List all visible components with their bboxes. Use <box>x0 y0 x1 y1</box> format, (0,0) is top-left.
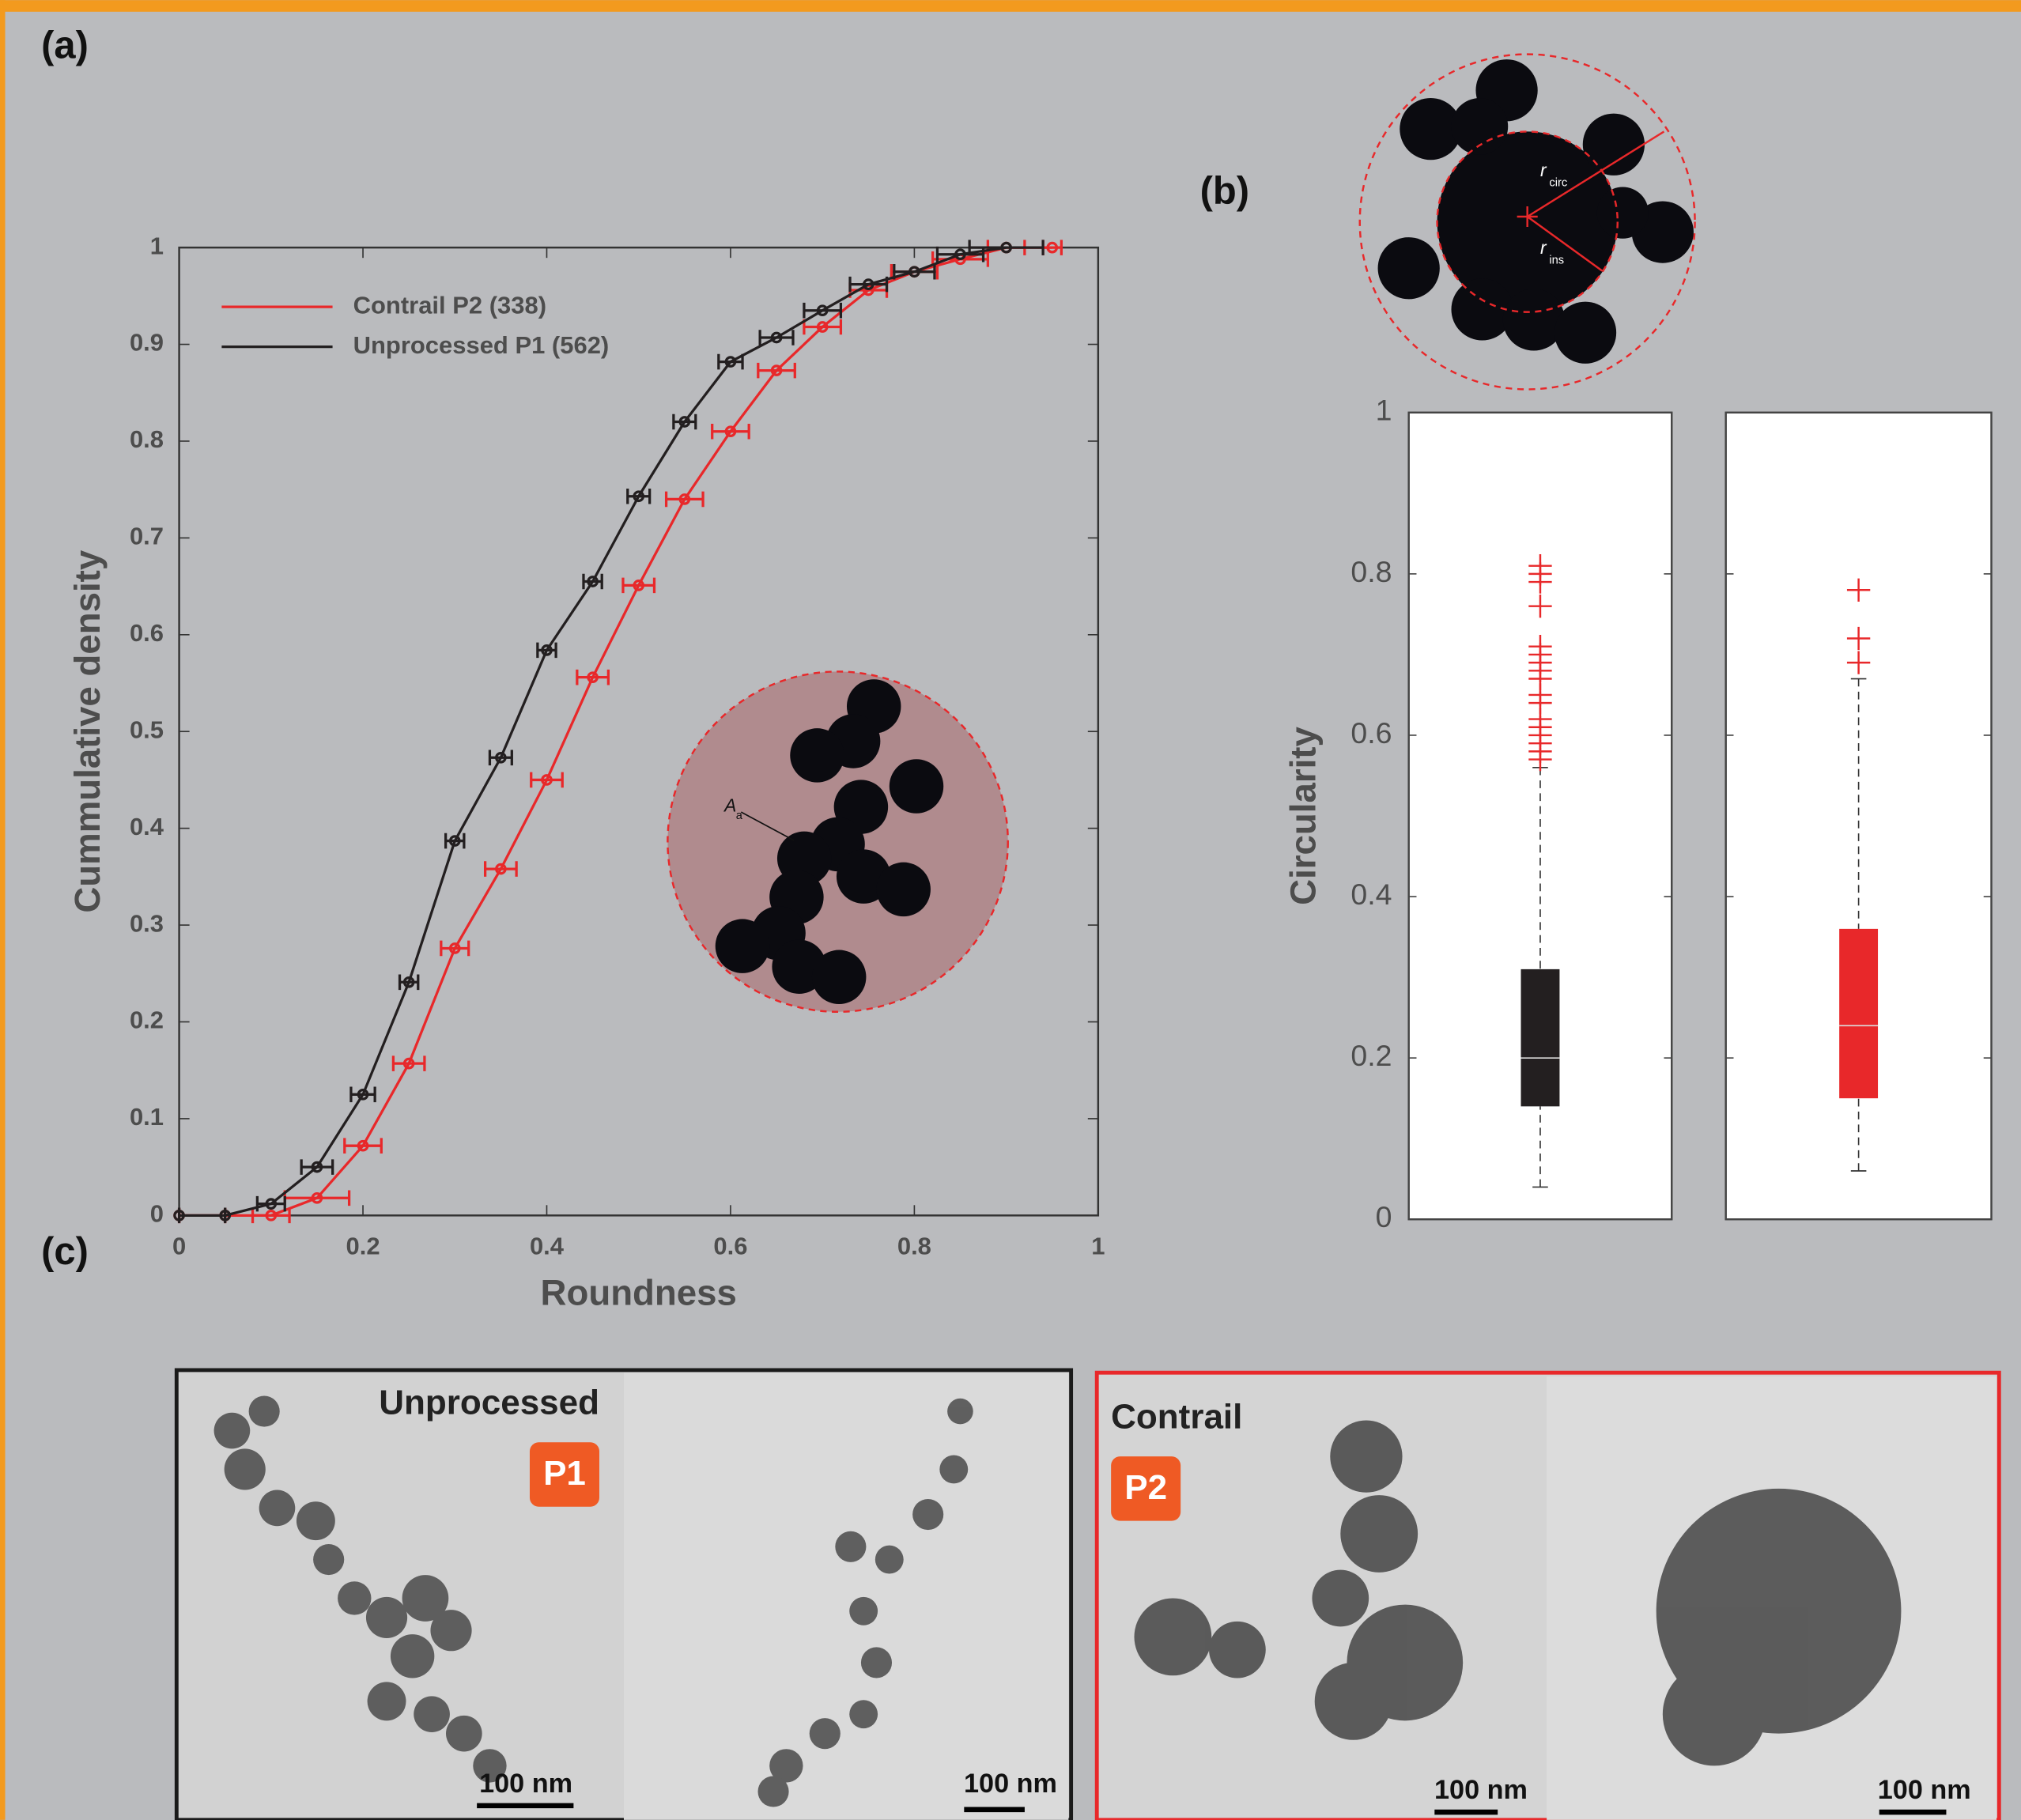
page: {"panels":{"a":"(a)","b":"(b)","c":"(c)"… <box>0 0 2021 1820</box>
x-tick-label: 0.4 <box>530 1232 565 1259</box>
y-tick-label: 0.6 <box>1350 716 1392 750</box>
micrograph-label: Contrail <box>1111 1398 1242 1437</box>
scale-bar-label: 100 nm <box>1434 1775 1528 1805</box>
y-tick-label: 0.1 <box>130 1103 164 1131</box>
area-symbol: A <box>723 795 736 816</box>
y-tick-label: 1 <box>150 232 164 259</box>
x-tick-label: 0.6 <box>713 1232 747 1259</box>
y-tick-label: 0.2 <box>130 1006 164 1034</box>
micrograph-tag: P1 <box>543 1454 586 1493</box>
y-tick-label: 0.2 <box>1350 1039 1392 1072</box>
panel-label: (b) <box>1200 170 1249 213</box>
left-border <box>0 0 6 1820</box>
scale-bar-label: 100 nm <box>1878 1775 1971 1805</box>
y-tick-label: 0.8 <box>1350 555 1392 588</box>
y-tick-label: 0.7 <box>130 523 164 550</box>
y-tick-label: 1 <box>1376 394 1392 427</box>
box <box>1521 969 1560 1106</box>
circ-subscript: circ <box>1549 176 1567 189</box>
ins-subscript: ins <box>1549 254 1564 266</box>
legend-label: Contrail P2 (338) <box>353 291 546 319</box>
y-tick-label: 0.4 <box>1350 878 1392 911</box>
x-tick-label: 0.2 <box>346 1232 380 1259</box>
x-tick-label: 0.8 <box>897 1232 931 1259</box>
x-tick-label: 1 <box>1091 1232 1105 1259</box>
y-tick-label: 0.9 <box>130 329 164 357</box>
y-axis-label: Cummulative density <box>67 549 108 913</box>
y-tick-label: 0 <box>1376 1200 1392 1233</box>
aggregate-inset: A a <box>667 671 1007 1011</box>
top-border <box>0 0 2021 12</box>
y-axis-label: Circularity <box>1282 727 1323 905</box>
y-tick-label: 0.6 <box>130 619 164 647</box>
y-tick-label: 0.8 <box>130 425 164 453</box>
y-tick-label: 0.3 <box>130 909 164 937</box>
micrograph-tag: P2 <box>1124 1468 1167 1507</box>
legend-label: Unprocessed P1 (562) <box>353 331 610 359</box>
panel-label: (c) <box>41 1230 89 1273</box>
figure: (a) (b) (c) A a r circ r ins <box>0 0 2021 1820</box>
scale-bar-label: 100 nm <box>964 1769 1057 1799</box>
y-tick-label: 0.5 <box>130 716 164 743</box>
y-tick-label: 0 <box>150 1200 164 1228</box>
micrograph-label: Unprocessed <box>379 1384 599 1422</box>
y-tick-label: 0.4 <box>130 813 164 840</box>
x-tick-label: 0 <box>172 1232 186 1259</box>
area-subscript: a <box>736 810 743 822</box>
scale-bar-label: 100 nm <box>479 1769 572 1799</box>
box <box>1839 929 1878 1098</box>
panel-label: (a) <box>41 24 89 66</box>
x-axis-label: Roundness <box>541 1272 737 1312</box>
